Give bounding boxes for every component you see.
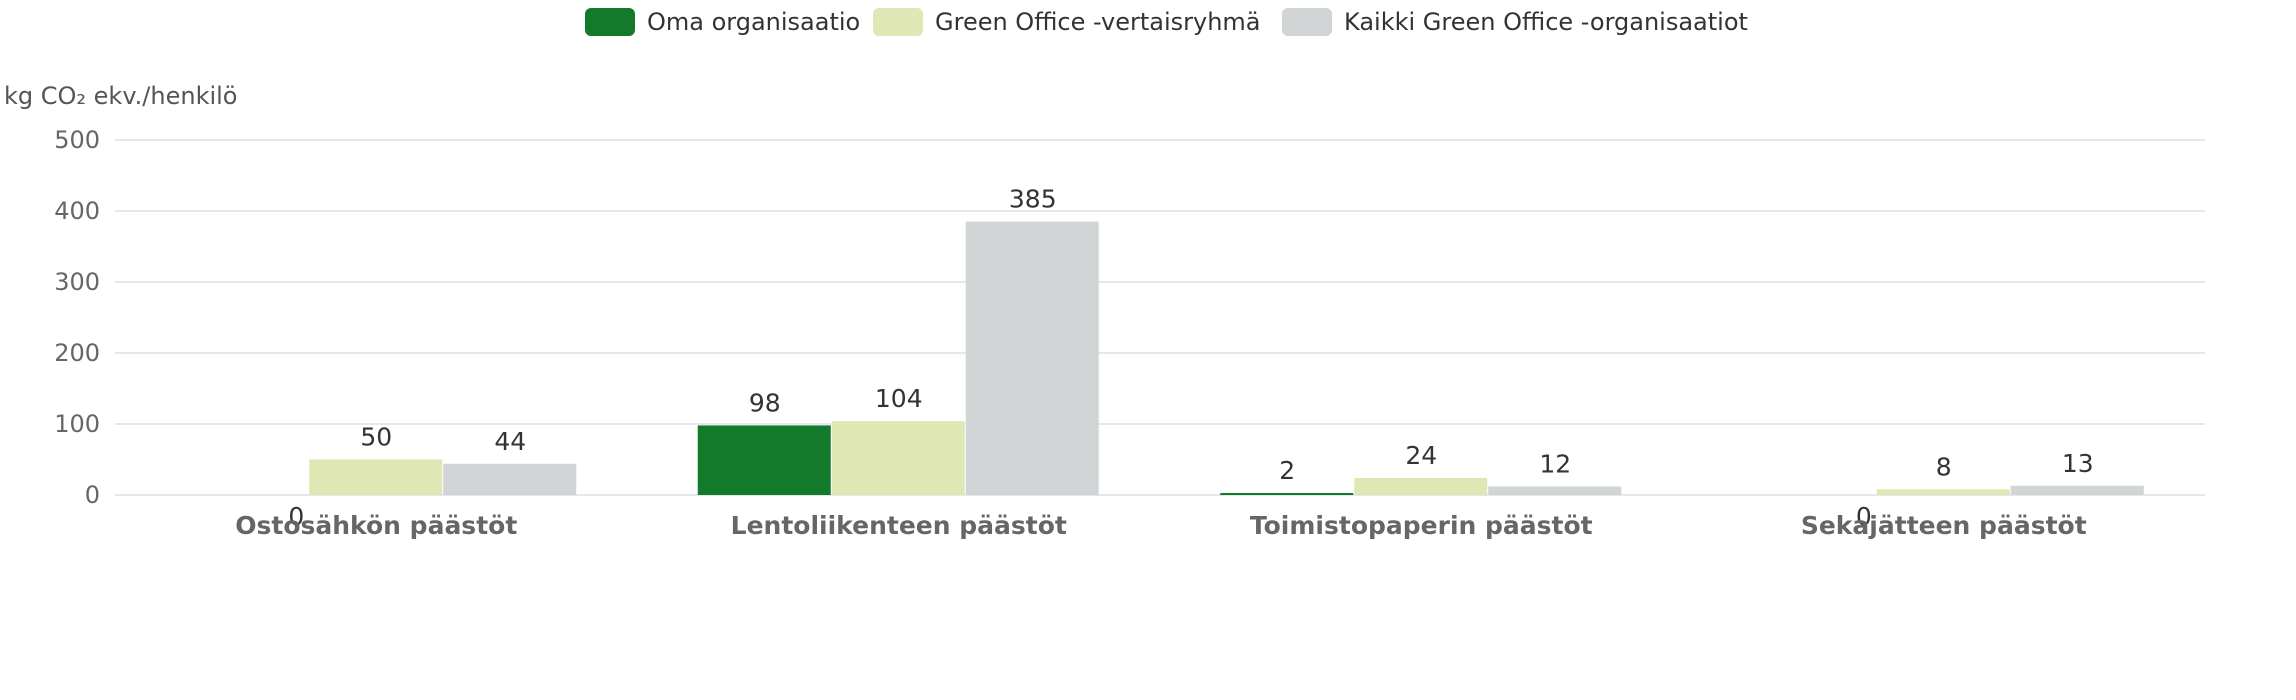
bar-lentoliikenteen-paastot-oma-organisaatio — [697, 425, 831, 495]
bar-sekajatteen-paastot-kaikki-green-office-organisaatiot — [2010, 485, 2144, 495]
bar-toimistopaperin-paastot-oma-organisaatio — [1220, 493, 1354, 495]
data-label-sekajatteen-paastot-oma-organisaatio: 0 — [1856, 502, 1872, 531]
bar-lentoliikenteen-paastot-kaikki-green-office-organisaatiot — [965, 221, 1099, 495]
category-label-ostosahkon-paastot: Ostosähkön päästöt — [235, 511, 517, 540]
bar-ostosahkon-paastot-kaikki-green-office-organisaatiot — [443, 463, 577, 495]
y-tick-label-500: 500 — [54, 126, 100, 154]
grid-lines — [115, 139, 2205, 496]
y-axis-title: kg CO₂ ekv./henkilö — [4, 82, 237, 110]
category-label-sekajatteen-paastot: Sekajätteen päästöt — [1801, 511, 2087, 540]
data-label-sekajatteen-paastot-kaikki-green-office-organisaatiot: 13 — [2062, 449, 2094, 478]
bar-toimistopaperin-paastot-green-office-vertaisryhma — [1354, 477, 1488, 495]
legend-label-kaikki-organisaatiot: Kaikki Green Office -organisaatiot — [1344, 8, 1748, 36]
data-label-ostosahkon-paastot-oma-organisaatio: 0 — [288, 502, 304, 531]
legend-swatch-kaikki-organisaatiot — [1282, 8, 1332, 36]
data-label-lentoliikenteen-paastot-green-office-vertaisryhma: 104 — [875, 384, 923, 413]
bar-lentoliikenteen-paastot-green-office-vertaisryhma — [831, 421, 965, 495]
category-label-lentoliikenteen-paastot: Lentoliikenteen päästöt — [731, 511, 1067, 540]
data-label-lentoliikenteen-paastot-oma-organisaatio: 98 — [749, 388, 781, 417]
y-tick-label-100: 100 — [54, 410, 100, 438]
y-tick-label-300: 300 — [54, 268, 100, 296]
data-label-ostosahkon-paastot-green-office-vertaisryhma: 50 — [360, 423, 392, 452]
legend-label-vertaisryhma: Green Office -vertaisryhmä — [935, 8, 1261, 36]
category-labels: Ostosähkön päästöt Lentoliikenteen päästö… — [235, 511, 2086, 540]
bar-toimistopaperin-paastot-kaikki-green-office-organisaatiot — [1488, 486, 1622, 495]
legend-swatch-oma-organisaatio — [585, 8, 635, 36]
chart-legend: Oma organisaatio Green Office -vertaisry… — [0, 0, 2296, 44]
y-tick-label-0: 0 — [85, 481, 100, 509]
data-label-sekajatteen-paastot-green-office-vertaisryhma: 8 — [1936, 452, 1952, 481]
data-labels: 0 50 44 98 104 385 2 24 12 0 8 13 — [288, 185, 2093, 531]
data-label-toimistopaperin-paastot-kaikki-green-office-organisaatiot: 12 — [1539, 449, 1571, 478]
legend-label-oma-organisaatio: Oma organisaatio — [647, 8, 861, 36]
legend-item-kaikki-organisaatiot[interactable]: Kaikki Green Office -organisaatiot — [1282, 8, 1748, 36]
y-tick-label-400: 400 — [54, 197, 100, 225]
legend-swatch-vertaisryhma — [873, 8, 923, 36]
bars — [309, 221, 2144, 495]
category-label-toimistopaperin-paastot: Toimistopaperin päästöt — [1250, 511, 1593, 540]
legend-item-vertaisryhma[interactable]: Green Office -vertaisryhmä — [873, 8, 1261, 36]
data-label-toimistopaperin-paastot-oma-organisaatio: 2 — [1279, 456, 1295, 485]
y-axis-ticks: 0 100 200 300 400 500 — [54, 126, 100, 509]
y-tick-label-200: 200 — [54, 339, 100, 367]
legend-item-oma-organisaatio[interactable]: Oma organisaatio — [585, 8, 860, 36]
data-label-ostosahkon-paastot-kaikki-green-office-organisaatiot: 44 — [494, 427, 526, 456]
bar-sekajatteen-paastot-green-office-vertaisryhma — [1876, 489, 2010, 495]
data-label-lentoliikenteen-paastot-kaikki-green-office-organisaatiot: 385 — [1009, 185, 1057, 214]
bar-ostosahkon-paastot-green-office-vertaisryhma — [309, 459, 443, 495]
data-label-toimistopaperin-paastot-green-office-vertaisryhma: 24 — [1405, 441, 1437, 470]
